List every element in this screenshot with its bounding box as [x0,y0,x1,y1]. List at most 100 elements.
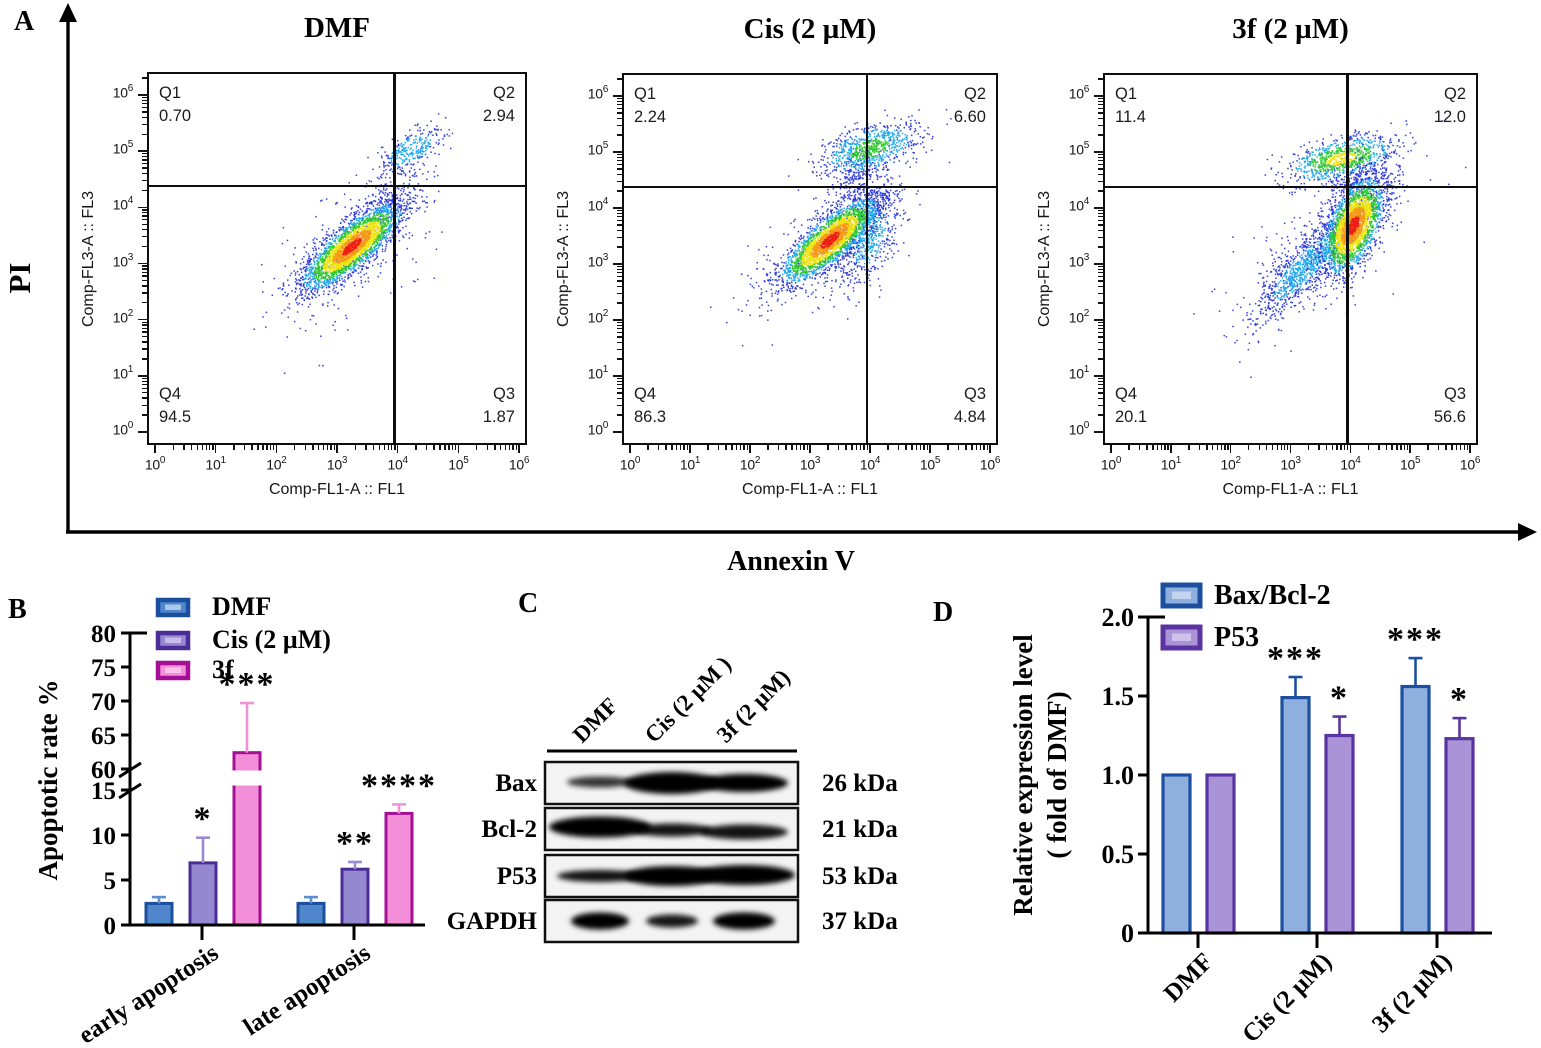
x-axis-minor-tick [920,445,922,450]
y-axis-minor-tick [617,268,622,271]
y-axis-minor-tick [1098,380,1103,383]
legend-label: P53 [1214,622,1259,653]
x-axis-minor-tick [803,445,805,450]
x-axis-minor-tick [454,445,457,450]
category-label: late apoptosis [239,939,376,1041]
x-axis-minor-tick [851,445,853,450]
quadrant-q3-block: Q3 1.87 [483,383,515,429]
x-axis-minor-tick [1287,445,1289,450]
x-axis-minor-tick [827,445,829,450]
flow-plot-title: DMF [303,12,371,44]
x-axis-tick [275,445,278,453]
quadrant-q2-block: Q2 12.0 [1434,83,1466,129]
y-axis-minor-tick [617,404,622,406]
bar-3f-late apoptosis [384,811,414,927]
y-axis-minor-tick [142,77,147,79]
gate-line-horizontal [1103,185,1478,188]
quadrant-name: Q3 [963,385,986,403]
y-axis-minor-tick [1098,292,1103,294]
molecular-weight-label: 53 kDa [822,863,898,890]
y-axis-minor-tick [617,392,622,394]
quadrant-value: 86.3 [634,408,667,426]
x-axis-minor-tick [500,445,502,450]
flow-x-axis-label: Comp-FL1-A :: FL1 [741,481,879,498]
x-axis-minor-tick [312,445,314,450]
y-tick-label: 1.0 [1102,761,1135,790]
bar-Bax/Bcl-2-DMF [1161,773,1192,935]
y-axis-minor-tick [617,97,622,100]
x-axis-minor-tick [735,445,738,450]
y-axis-minor-tick [617,163,622,166]
x-axis-minor-tick [415,445,417,450]
x-axis-minor-tick [740,445,742,450]
y-axis-minor-tick [617,117,622,119]
quadrant-q1-block: Q1 2.24 [634,83,666,129]
molecular-weight-label: 26 kDa [822,770,898,797]
x-axis-minor-tick [1403,445,1406,450]
y-axis-minor-tick [1098,414,1103,416]
x-axis-minor-tick [905,445,907,450]
protein-band [624,866,720,886]
y-axis-minor-tick [1098,285,1103,287]
y-axis-minor-tick [142,404,147,406]
x-axis-minor-tick [791,445,793,450]
y-tick-label: 106 [112,83,134,101]
x-axis-tick [749,445,751,453]
x-tick-label: 101 [205,455,227,473]
x-axis-tick [1110,445,1112,453]
y-axis-minor-tick [1098,383,1103,386]
y-axis-minor-tick [617,134,622,136]
y-axis-minor-tick [142,159,147,161]
x-axis-minor-tick [686,445,688,450]
y-axis-minor-tick [142,153,147,155]
x-axis-minor-tick [354,445,356,450]
x-axis-minor-tick [860,445,862,450]
x-axis-minor-tick [1211,445,1214,450]
y-axis-minor-tick [142,302,147,304]
y-axis-minor-tick [142,321,147,323]
y-axis-minor-tick [617,229,622,231]
y-tick-label: 105 [112,139,134,157]
y-axis-minor-tick [1098,78,1103,80]
x-axis-minor-tick [269,445,272,450]
legend-swatch-stripe-icon [165,637,181,643]
y-axis-minor-tick [142,179,147,182]
x-tick-label: 105 [919,455,941,473]
x-axis-minor-tick [975,445,978,450]
protein-label: Bcl-2 [481,816,537,843]
x-axis-minor-tick [746,445,748,450]
x-axis-minor-tick [378,445,381,450]
x-axis-minor-tick [657,445,660,450]
y-axis-minor-tick [1098,180,1103,182]
y-tick-label: 102 [1068,308,1090,326]
x-axis-minor-tick [971,445,973,450]
y-axis-minor-tick [142,215,147,217]
y-axis-tick [613,151,622,153]
quadrant-value: 1.87 [482,408,515,426]
panel-d-y-axis-label-line2: ( fold of DMF) [1042,691,1072,858]
legend-swatch-stripe-icon [1172,591,1191,599]
y-axis-minor-tick [1098,397,1103,399]
category-label: Cis (2 µM) [1237,948,1337,1048]
y-axis-minor-tick [1098,229,1103,231]
y-axis-tick [613,207,622,209]
x-axis-tick [689,445,691,453]
y-axis-tick [613,375,622,377]
y-axis-minor-tick [617,124,622,126]
x-axis-minor-tick [504,445,507,450]
y-tick-label: 102 [587,308,609,326]
significance-stars: *** [1267,640,1324,677]
y-axis-minor-tick [617,100,622,103]
significance-stars: *** [219,666,276,703]
x-axis-minor-tick [1265,445,1268,450]
x-axis-tick [396,445,399,453]
y-axis-minor-tick [1098,97,1103,100]
x-axis-minor-tick [887,445,889,450]
y-tick-label: 104 [1068,196,1090,214]
y-axis-minor-tick [142,348,147,350]
y-axis-tick [1094,95,1103,97]
legend-label: Bax/Bcl-2 [1214,580,1331,611]
y-axis-minor-tick [142,228,147,231]
y-tick-label: 0 [104,913,117,940]
